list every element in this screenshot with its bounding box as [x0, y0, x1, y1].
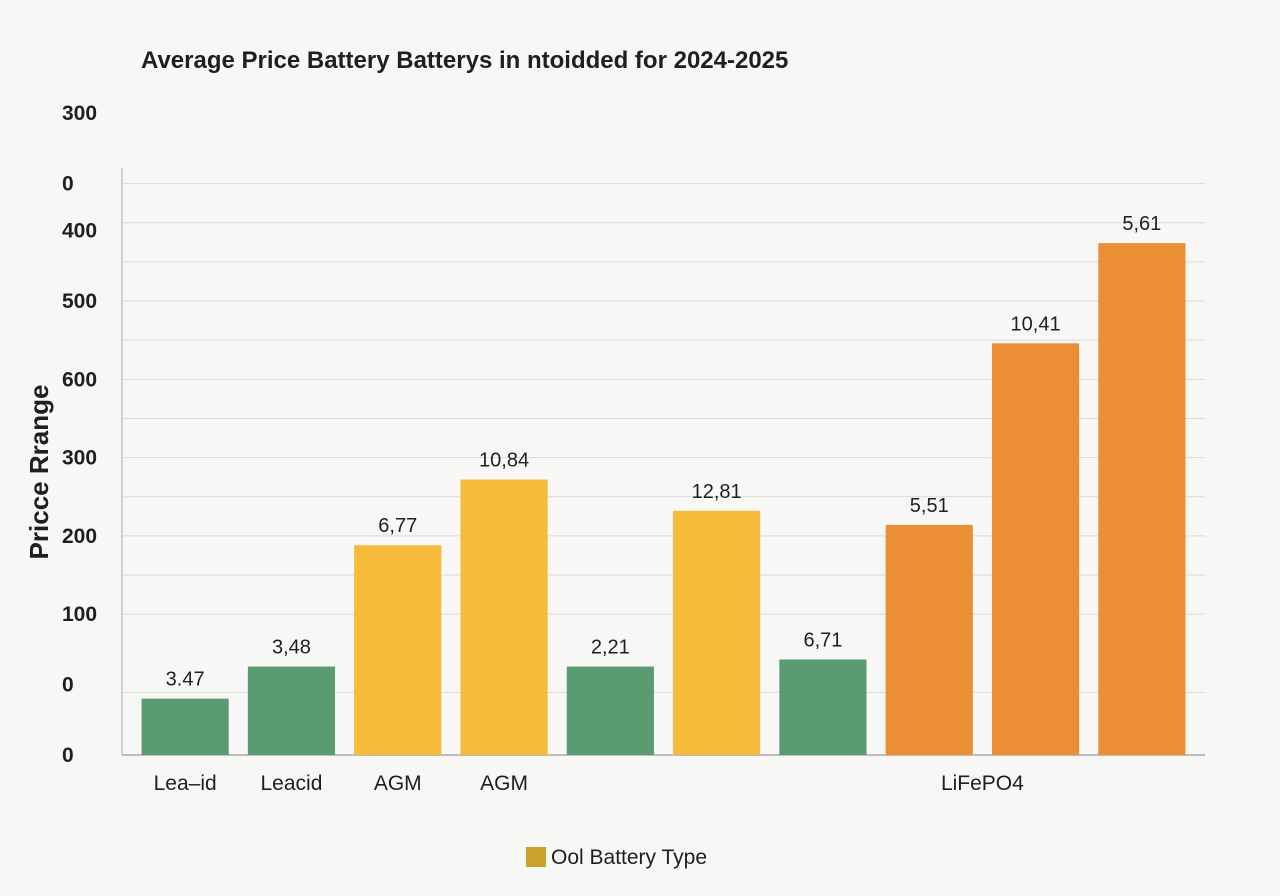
bar: [247, 666, 336, 755]
y-tick-label: 0: [62, 173, 74, 196]
bar: [779, 659, 867, 755]
y-tick-label: 200: [62, 525, 97, 548]
y-tick-label: 0: [62, 744, 74, 767]
x-axis-label: AGM: [374, 772, 422, 795]
data-label: 10,84: [479, 450, 529, 472]
x-axis-label: LiFePO4: [941, 772, 1024, 795]
data-label: 3.47: [166, 669, 205, 691]
gridlines: [122, 183, 1205, 756]
data-label: 5,51: [910, 495, 949, 517]
bar: [566, 666, 654, 755]
y-tick-label: 300: [62, 102, 97, 125]
x-axis-label: Leacid: [261, 772, 323, 795]
bar: [1098, 243, 1186, 756]
legend: Ool Battery Type: [526, 846, 707, 869]
legend-label: Ool Battery Type: [551, 846, 707, 869]
bar: [991, 343, 1080, 755]
y-tick-label: 400: [62, 220, 97, 243]
bar: [141, 698, 229, 755]
data-label: 2,21: [591, 637, 630, 659]
data-label: 6,77: [378, 515, 417, 537]
data-labels: 3.47 3,48 6,77 10,84 2,21 12,81 6,71 5,51 10,41 5…: [166, 213, 1162, 691]
y-tick-label: 100: [62, 603, 97, 626]
data-label: 5,61: [1122, 213, 1161, 235]
bar: [354, 545, 442, 755]
legend-swatch: [526, 847, 546, 867]
chart-title: Average Price Battery Batterys in ntoidd…: [141, 47, 788, 74]
x-axis-label: Lea–id: [154, 772, 217, 795]
bars: [141, 243, 1186, 756]
data-label: 12,81: [692, 481, 742, 503]
y-tick-label: 600: [62, 368, 97, 391]
bar: [673, 510, 761, 755]
y-axis-ticks: 0 0 100 200 300 600 500 400 0 300: [62, 102, 97, 767]
bar: [885, 524, 973, 755]
data-label: 3,48: [272, 637, 311, 659]
bar: [460, 479, 548, 755]
x-axis-labels: Lea–id Leacid AGM AGM LiFePO4: [154, 772, 1025, 795]
y-axis-title: Pricce Rrange: [24, 385, 54, 560]
y-tick-label: 0: [62, 674, 74, 697]
y-tick-label: 500: [62, 290, 97, 313]
x-axis-label: AGM: [480, 772, 528, 795]
data-label: 6,71: [803, 630, 842, 652]
data-label: 10,41: [1011, 313, 1061, 335]
y-tick-label: 300: [62, 447, 97, 470]
